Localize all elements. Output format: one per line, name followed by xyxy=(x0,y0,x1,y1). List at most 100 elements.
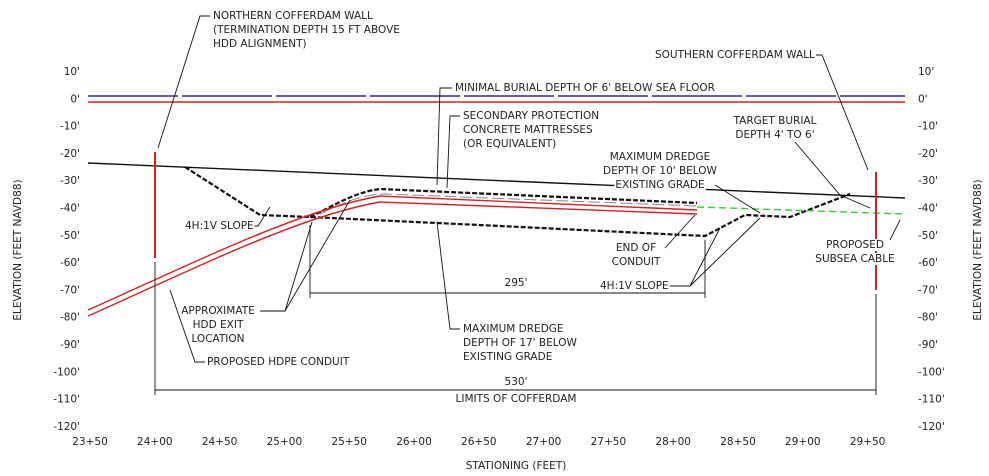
annotation-bg xyxy=(462,124,595,136)
mattress xyxy=(309,187,698,218)
y-tick-label-right: -60' xyxy=(918,257,938,269)
annotation-bg xyxy=(825,239,885,251)
annotation: DEPTH OF 17' BELOW xyxy=(463,337,578,349)
annotation: END OF xyxy=(616,242,656,254)
leader xyxy=(794,141,871,209)
annotation: LOCATION xyxy=(191,333,244,345)
leader xyxy=(260,221,313,312)
y-tick-label: -10' xyxy=(60,121,80,133)
y-tick-label-right: -90' xyxy=(918,339,938,351)
y-tick-label-right: 10' xyxy=(918,66,934,78)
annotation: SECONDARY PROTECTION xyxy=(463,110,599,122)
subsea-cable xyxy=(696,206,906,215)
annotation: MAXIMUM DREDGE xyxy=(463,323,564,335)
annotation: HDD EXIT xyxy=(193,319,244,331)
y-tick-label-right: -100' xyxy=(918,366,945,378)
y-tick-label-right: -20' xyxy=(918,148,938,160)
annotation: SUBSEA CABLE xyxy=(815,253,894,265)
annotation: DEPTH 4' TO 6' xyxy=(735,129,814,141)
y-tick-label: -120' xyxy=(53,421,80,433)
annotation: MINIMAL BURIAL DEPTH OF 6' BELOW SEA FLO… xyxy=(455,82,715,94)
annotation: PROPOSED HDPE CONDUIT xyxy=(207,356,350,368)
y-tick-label-right: -120' xyxy=(918,421,945,433)
annotation: 4H:1V SLOPE xyxy=(185,220,254,232)
y-tick-label-right: -10' xyxy=(918,121,938,133)
annotation-bg xyxy=(212,24,401,36)
x-tick-label: 29+50 xyxy=(850,436,886,448)
x-axis-label: STATIONING (FEET) xyxy=(466,460,567,472)
x-tick-label: 29+00 xyxy=(785,436,821,448)
conduit-top xyxy=(87,195,698,311)
annotation: (OR EQUIVALENT) xyxy=(463,138,556,150)
annotation-bg xyxy=(614,242,658,254)
annotation-bg xyxy=(654,49,816,61)
annotation: MAXIMUM DREDGE xyxy=(610,151,711,163)
y-tick-label: -40' xyxy=(60,203,80,215)
y-tick-label-right: -110' xyxy=(918,394,945,406)
y-tick-label: -60' xyxy=(60,257,80,269)
dimension-label: 530' xyxy=(505,376,528,388)
leader xyxy=(169,289,205,363)
annotation: EXISTING GRADE xyxy=(463,351,552,363)
x-tick-label: 23+50 xyxy=(72,436,108,448)
dredge-profile xyxy=(184,166,851,238)
mattress-inner xyxy=(319,193,698,215)
y-tick-label: -20' xyxy=(60,148,80,160)
annotation-bg xyxy=(206,356,351,368)
annotation-bg xyxy=(599,280,670,292)
leader xyxy=(812,54,869,171)
dimension-label: 295' xyxy=(505,277,528,289)
annotation: DEPTH OF 10' BELOW xyxy=(603,165,718,177)
annotation-bg xyxy=(191,319,245,331)
annotation: HDD ALIGNMENT) xyxy=(213,38,307,50)
y-tick-label: -110' xyxy=(53,394,80,406)
annotation-bg xyxy=(212,38,308,50)
y-tick-label: 10' xyxy=(64,66,80,78)
annotation: PROPOSED xyxy=(826,239,884,251)
annotation-bg xyxy=(212,10,375,22)
annotation: TARGET BURIAL xyxy=(733,115,817,127)
y-tick-label-right: -40' xyxy=(918,203,938,215)
conduit-bottom xyxy=(87,201,698,317)
annotation-bg xyxy=(462,110,601,122)
annotation: CONCRETE MATTRESSES xyxy=(463,124,593,136)
annotation-bg xyxy=(610,256,662,268)
annotation-bg xyxy=(462,337,579,349)
annotation: CONDUIT xyxy=(612,256,661,268)
y-axis-label-right: ELEVATION (FEET NAVD88) xyxy=(972,179,984,320)
x-tick-label: 27+50 xyxy=(591,436,627,448)
y-tick-label-right: -30' xyxy=(918,175,938,187)
leader xyxy=(664,214,696,249)
annotation-bg xyxy=(454,393,578,405)
annotation-bg xyxy=(462,351,554,363)
y-tick-label: -50' xyxy=(60,230,80,242)
annotation-bg xyxy=(180,305,256,317)
y-tick-label: -100' xyxy=(53,366,80,378)
y-tick-label-right: -70' xyxy=(918,284,938,296)
y-axis-label: ELEVATION (FEET NAVD88) xyxy=(12,179,24,320)
annotation: (TERMINATION DEPTH 15 FT ABOVE xyxy=(213,24,400,36)
x-tick-label: 28+50 xyxy=(720,436,756,448)
x-tick-label: 25+00 xyxy=(267,436,303,448)
y-tick-label-right: -50' xyxy=(918,230,938,242)
y-tick-label: -70' xyxy=(60,284,80,296)
x-tick-label: 24+00 xyxy=(137,436,173,448)
x-tick-label: 25+50 xyxy=(331,436,367,448)
leader xyxy=(665,217,761,287)
annotation-bg xyxy=(814,253,896,265)
leader xyxy=(436,221,460,330)
x-tick-label: 27+00 xyxy=(526,436,562,448)
annotation-bg xyxy=(462,323,565,335)
y-tick-label-right: -80' xyxy=(918,312,938,324)
annotation: 4H:1V SLOPE xyxy=(600,280,669,292)
annotation-bg xyxy=(734,129,816,141)
annotation: SOUTHERN COFFERDAM WALL xyxy=(655,49,815,61)
existing-grade xyxy=(87,162,906,199)
annotation-bg xyxy=(614,179,706,191)
x-tick-label: 28+00 xyxy=(655,436,691,448)
annotation-bg xyxy=(731,115,818,127)
annotation-bg xyxy=(190,333,246,345)
annotation: EXISTING GRADE xyxy=(615,179,704,191)
annotation-bg xyxy=(602,165,719,177)
annotation: LIMITS OF COFFERDAM xyxy=(456,393,577,405)
